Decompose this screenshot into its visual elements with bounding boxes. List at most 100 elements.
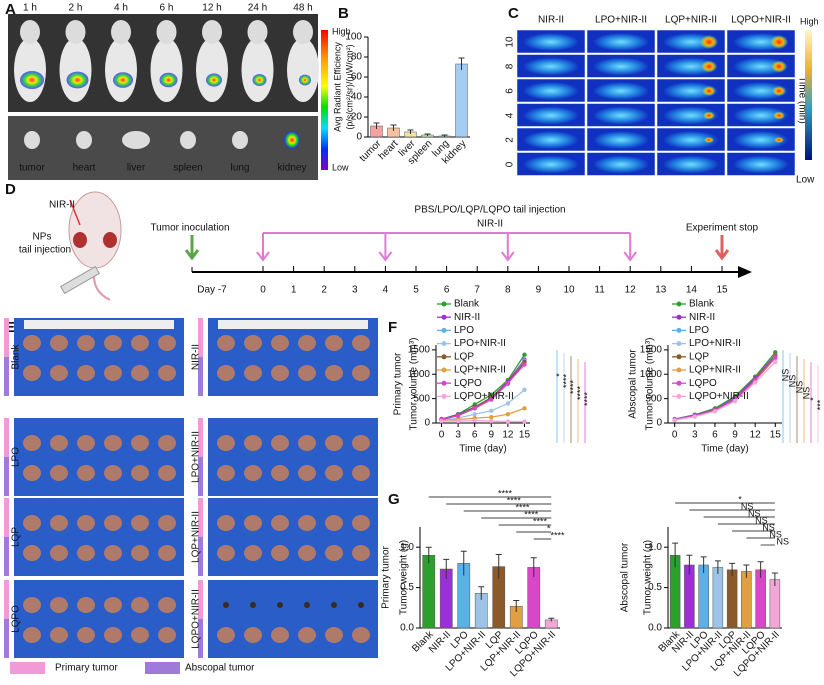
tumor xyxy=(352,335,370,351)
mouse-tumor xyxy=(103,232,117,248)
significance-label: NS xyxy=(787,375,797,388)
tumor xyxy=(77,597,95,613)
bar xyxy=(755,569,766,629)
tumor-photo xyxy=(14,318,184,396)
error-bar xyxy=(460,550,467,576)
tumor xyxy=(158,335,176,351)
point xyxy=(712,409,718,414)
x-tick-label: 9 xyxy=(489,430,495,441)
tumor xyxy=(298,545,316,561)
organ xyxy=(76,131,92,149)
tumor xyxy=(244,515,262,531)
bar xyxy=(712,567,724,629)
x-tick-label: 12 xyxy=(502,430,514,441)
series-line xyxy=(441,364,525,421)
tumor xyxy=(23,365,41,381)
legend-marker xyxy=(441,393,447,399)
tumor xyxy=(223,602,229,608)
tumor xyxy=(352,627,370,643)
colorbar xyxy=(805,30,812,160)
primary-strip xyxy=(4,580,9,619)
tumor-photo xyxy=(208,318,378,396)
thermal-hotspot xyxy=(772,86,786,96)
y-tick-label: 1.0 xyxy=(648,542,662,553)
tumor xyxy=(23,335,41,351)
day-label: 9 xyxy=(536,285,542,296)
side-label: Primary tumor xyxy=(381,545,392,608)
y-tick-label: 0.0 xyxy=(400,623,414,634)
tumor xyxy=(325,465,343,481)
signal xyxy=(20,71,44,89)
organ-label: liver xyxy=(127,163,146,174)
abscopal-strip xyxy=(198,619,203,658)
legend-label: LQPO xyxy=(454,378,482,389)
group-label: LQP+NIR-II xyxy=(191,511,202,563)
point xyxy=(672,417,677,423)
error-bar xyxy=(407,129,414,134)
y-tick-label: 1000 xyxy=(640,369,663,380)
legend-marker xyxy=(441,380,447,386)
legend-marker xyxy=(441,327,447,333)
signal xyxy=(66,71,89,89)
point xyxy=(505,380,511,386)
significance-label: * xyxy=(808,397,818,401)
tumor xyxy=(271,335,289,351)
error-bar xyxy=(714,560,721,574)
thermal-hotspot xyxy=(700,35,718,49)
error-bar xyxy=(686,554,693,575)
scale-label: High xyxy=(332,26,351,36)
legend-label: Blank xyxy=(689,299,715,310)
mouse-head xyxy=(65,20,86,44)
tumor xyxy=(104,335,122,351)
row-label: 0 xyxy=(505,161,516,167)
y-tick-label: 0 xyxy=(424,418,430,429)
thermal-body xyxy=(663,155,719,174)
panel-letter: B xyxy=(338,5,349,22)
tumor xyxy=(325,365,343,381)
tumor xyxy=(244,627,262,643)
day-label: 10 xyxy=(563,285,575,296)
mouse xyxy=(287,38,319,102)
time-label: 48 h xyxy=(293,3,312,14)
error-bar xyxy=(373,122,380,129)
panel-letter: D xyxy=(5,181,16,198)
day-label: 1 xyxy=(291,285,297,296)
time-label: 12 h xyxy=(202,3,221,14)
time-label: 2 h xyxy=(69,3,83,14)
treatment-arrow xyxy=(378,233,393,262)
tumor xyxy=(217,335,235,351)
tumor xyxy=(23,435,41,451)
tumor-photo xyxy=(208,580,378,658)
row-label: 8 xyxy=(505,63,516,69)
error-bar xyxy=(729,562,736,577)
bar xyxy=(455,63,468,138)
error-bar xyxy=(771,572,778,586)
note-label: NPs xyxy=(33,232,52,243)
tumor xyxy=(271,545,289,561)
significance-label: NS xyxy=(780,369,790,382)
scale-label: Low xyxy=(332,162,349,172)
x-tick-label: 3 xyxy=(455,430,461,441)
y-tick-label: 0.5 xyxy=(648,582,662,593)
tumor xyxy=(331,602,337,608)
legend-label: LPO+NIR-II xyxy=(689,338,741,349)
primary-strip xyxy=(4,498,9,537)
tumor-photo xyxy=(14,418,184,496)
point xyxy=(522,387,527,393)
x-tick-label: 6 xyxy=(712,430,718,441)
day-label: 0 xyxy=(260,285,266,296)
y-tick-label: 60 xyxy=(351,72,363,83)
tumor xyxy=(352,515,370,531)
primary-strip xyxy=(198,498,203,537)
tumor-photo xyxy=(208,498,378,576)
day-label: 6 xyxy=(444,285,450,296)
row-label: 2 xyxy=(505,137,516,143)
point xyxy=(505,412,511,417)
y-tick-label: 1.0 xyxy=(400,542,414,553)
legend-swatch xyxy=(10,662,45,674)
tumor xyxy=(104,545,122,561)
tumor xyxy=(104,597,122,613)
bar xyxy=(422,555,436,629)
y-tick-label: 100 xyxy=(345,32,362,43)
